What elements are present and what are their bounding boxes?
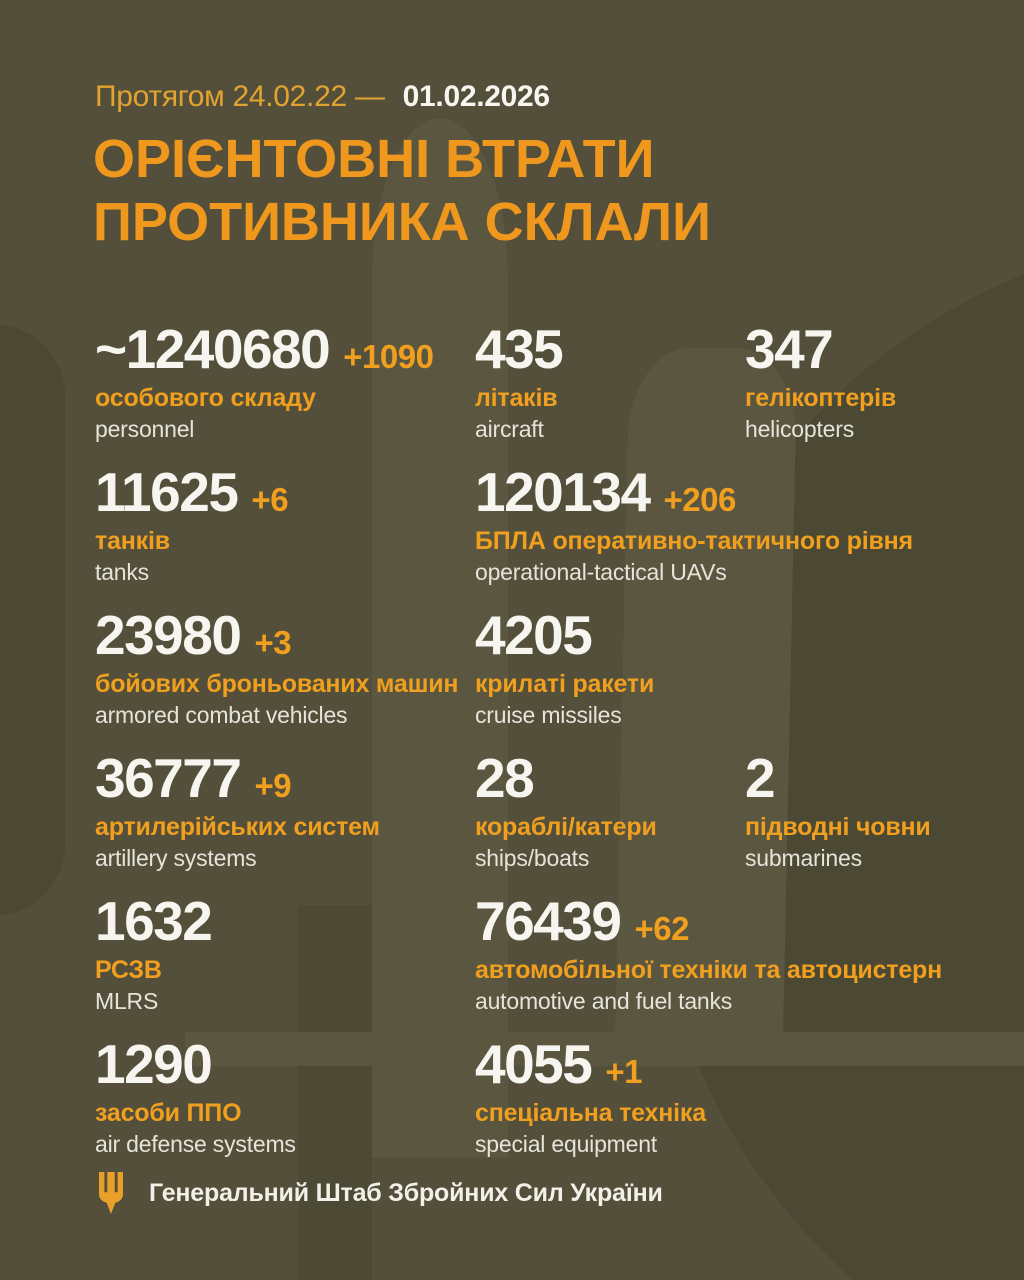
stat-personnel: ~1240680 +1090 особового складу personnel [95, 320, 475, 463]
stat-vehicles-fuel-tanks: 76439 +62 автомобільної техніки та автоци… [475, 892, 975, 1035]
stat-label-uk: РСЗВ [95, 956, 162, 984]
stat-value: 120134 [475, 461, 651, 523]
stat-label-uk: підводні човни [745, 813, 931, 841]
trident-icon [99, 1172, 123, 1214]
stat-value: 1632 [95, 890, 213, 952]
stat-label-en: automotive and fuel tanks [475, 988, 733, 1014]
stat-label-en: ships/boats [475, 845, 590, 871]
stat-tanks: 11625 +6 танків tanks [95, 463, 475, 606]
watermark-shape [185, 1032, 1024, 1066]
stat-armored-vehicles: 23980 +3 бойових броньованих машин armore… [95, 606, 475, 749]
stat-label-en: artillery systems [95, 845, 257, 871]
stat-label-en: personnel [95, 416, 195, 442]
stat-label-uk: засоби ППО [95, 1099, 242, 1127]
stat-special-equipment: 4055 +1 спеціальна техніка special equipm… [475, 1035, 975, 1178]
stat-label-en: tanks [95, 559, 149, 585]
stat-label-uk: крилаті ракети [475, 670, 655, 698]
stat-submarines: 2 підводні човни submarines [745, 749, 975, 892]
period-date: 01.02.2026 [402, 80, 550, 113]
stat-delta: +1 [605, 1053, 642, 1090]
stat-delta: +1090 [343, 338, 434, 375]
stat-delta: +6 [251, 481, 289, 518]
stat-label-uk: автомобільної техніки та автоцистерн [475, 956, 942, 984]
page-title: ОРІЄНТОВНІ ВТРАТИ ПРОТИВНИКА СКЛАЛИ [93, 128, 711, 254]
stat-value: ~1240680 [95, 318, 331, 380]
stat-label-en: cruise missiles [475, 702, 622, 728]
stat-label-uk: спеціальна техніка [475, 1099, 706, 1127]
stat-delta: +62 [634, 910, 689, 947]
stat-label-en: aircraft [475, 416, 544, 442]
stat-uavs: 120134 +206 БПЛА оперативно-тактичного рі… [475, 463, 975, 606]
title-line-1: ОРІЄНТОВНІ ВТРАТИ [93, 129, 655, 189]
stat-helicopters: 347 гелікоптерів helicopters [745, 320, 975, 463]
stat-air-defense: 1290 засоби ППО air defense systems [95, 1035, 475, 1178]
stat-cruise-missiles: 4205 крилаті ракети cruise missiles [475, 606, 975, 749]
stat-aircraft: 435 літаків aircraft [475, 320, 745, 463]
stat-label-en: air defense systems [95, 1131, 296, 1157]
stat-delta: +206 [663, 481, 737, 518]
organization-name: Генеральний Штаб Збройних Сил України [149, 1178, 663, 1207]
losses-grid: ~1240680 +1090 особового складу personnel… [95, 320, 975, 1178]
stat-delta: +3 [254, 624, 292, 661]
watermark-shape [372, 118, 508, 1158]
stat-value: 2 [745, 747, 776, 809]
stat-label-uk: кораблі/катери [475, 813, 657, 841]
stat-label-uk: БПЛА оперативно-тактичного рівня [475, 527, 913, 555]
stat-value: 435 [475, 318, 564, 380]
stat-value: 4055 [475, 1033, 593, 1095]
stat-label-uk: гелікоптерів [745, 384, 897, 412]
title-line-2: ПРОТИВНИКА СКЛАЛИ [93, 192, 711, 252]
footer: Генеральний Штаб Збройних Сил України [95, 1172, 663, 1214]
report-period: Протягом 24.02.22 — 01.02.2026 [95, 80, 550, 114]
period-prefix: Протягом 24.02.22 — [95, 80, 385, 113]
watermark-shape [298, 905, 372, 1280]
stat-label-uk: танків [95, 527, 170, 555]
stat-value: 23980 [95, 604, 242, 666]
stat-label-uk: бойових броньованих машин [95, 670, 459, 698]
stat-value: 11625 [95, 461, 239, 523]
stat-ships: 28 кораблі/катери ships/boats [475, 749, 745, 892]
stat-label-uk: артилерійських систем [95, 813, 380, 841]
stat-delta: +9 [254, 767, 292, 804]
stat-label-uk: літаків [475, 384, 558, 412]
stat-label-en: armored combat vehicles [95, 702, 348, 728]
stat-value: 36777 [95, 747, 242, 809]
stat-label-en: helicopters [745, 416, 855, 442]
stat-label-en: MLRS [95, 988, 159, 1014]
stat-value: 347 [745, 318, 834, 380]
stat-label-en: submarines [745, 845, 862, 871]
stat-value: 4205 [475, 604, 593, 666]
stat-label-en: special equipment [475, 1131, 657, 1157]
watermark-shape [0, 325, 65, 915]
stat-value: 1290 [95, 1033, 213, 1095]
stat-value: 28 [475, 747, 535, 809]
stat-label-uk: особового складу [95, 384, 316, 412]
stat-mlrs: 1632 РСЗВ MLRS [95, 892, 475, 1035]
stat-label-en: operational-tactical UAVs [475, 559, 727, 585]
stat-value: 76439 [475, 890, 622, 952]
stat-artillery: 36777 +9 артилерійських систем artillery … [95, 749, 475, 892]
